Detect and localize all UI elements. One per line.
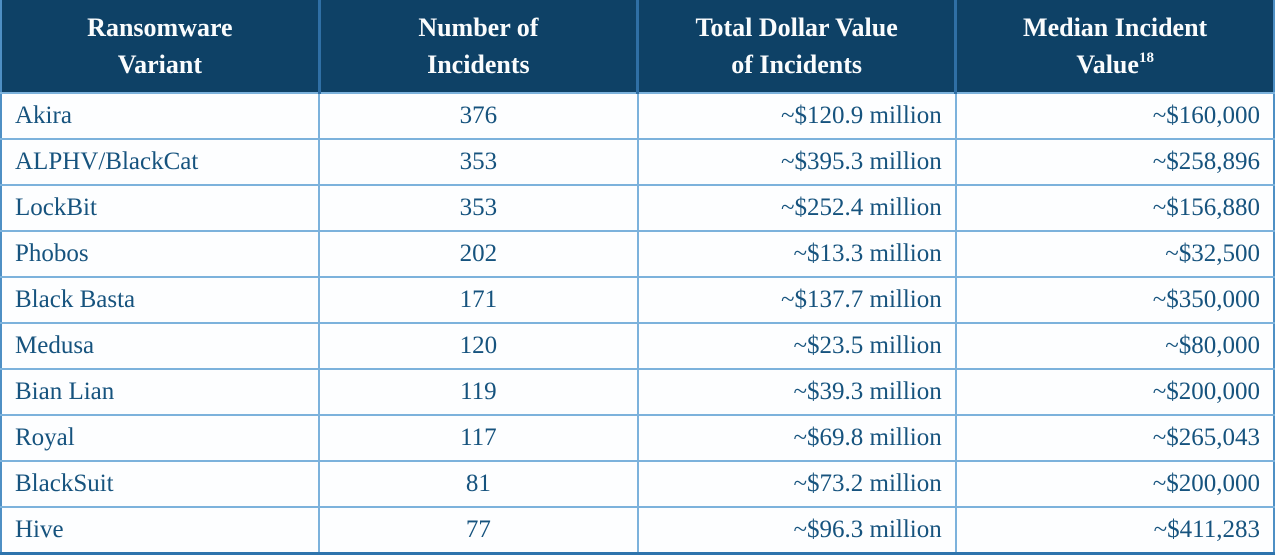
total-value-cell: ~$69.8 million bbox=[636, 414, 957, 462]
table-row: ALPHV/BlackCat 353 ~$395.3 million ~$258,89… bbox=[1, 138, 1274, 186]
header-row: Ransomware Variant Number of Incidents T… bbox=[1, 0, 1274, 93]
variant-cell: Medusa bbox=[1, 322, 321, 370]
variant-cell: Phobos bbox=[1, 230, 321, 278]
header-line: Value18 bbox=[957, 46, 1273, 83]
total-value-cell: ~$96.3 million bbox=[636, 506, 957, 555]
header-total-dollar-value: Total Dollar Value of Incidents bbox=[635, 0, 956, 93]
header-line: Median Incident bbox=[1023, 13, 1208, 42]
variant-cell: Royal bbox=[1, 414, 321, 462]
incidents-cell: 202 bbox=[318, 230, 639, 278]
header-line: Ransomware bbox=[87, 13, 233, 42]
variant-cell: Bian Lian bbox=[1, 368, 321, 416]
incidents-cell: 353 bbox=[318, 184, 639, 232]
total-value-cell: ~$120.9 million bbox=[636, 92, 957, 140]
table-header: Ransomware Variant Number of Incidents T… bbox=[1, 0, 1274, 93]
table-row: Medusa 120 ~$23.5 million ~$80,000 bbox=[1, 322, 1274, 370]
total-value-cell: ~$252.4 million bbox=[636, 184, 957, 232]
table-row: Royal 117 ~$69.8 million ~$265,043 bbox=[1, 414, 1274, 462]
footnote-reference: 18 bbox=[1138, 50, 1154, 67]
median-value-cell: ~$411,283 bbox=[954, 506, 1274, 555]
header-median-incident-value: Median Incident Value18 bbox=[954, 0, 1274, 93]
total-value-cell: ~$395.3 million bbox=[636, 138, 957, 186]
table-row: Akira 376 ~$120.9 million ~$160,000 bbox=[1, 92, 1274, 140]
header-line: Number of bbox=[418, 13, 539, 42]
incidents-cell: 77 bbox=[318, 506, 639, 555]
median-value-cell: ~$265,043 bbox=[954, 414, 1274, 462]
median-value-cell: ~$200,000 bbox=[954, 460, 1274, 508]
table-body: Akira 376 ~$120.9 million ~$160,000 ALPHV/Bl… bbox=[1, 92, 1274, 555]
header-line: Total Dollar Value bbox=[695, 13, 898, 42]
total-value-cell: ~$39.3 million bbox=[636, 368, 957, 416]
incidents-cell: 171 bbox=[318, 276, 639, 324]
header-line: of Incidents bbox=[731, 50, 862, 79]
header-line: Variant bbox=[117, 50, 203, 79]
median-value-cell: ~$80,000 bbox=[954, 322, 1274, 370]
header-line: Incidents bbox=[427, 50, 530, 79]
variant-cell: Hive bbox=[1, 506, 321, 555]
table-row: LockBit 353 ~$252.4 million ~$156,880 bbox=[1, 184, 1274, 232]
header-number-of-incidents: Number of Incidents bbox=[317, 0, 638, 93]
table-row: Phobos 202 ~$13.3 million ~$32,500 bbox=[1, 230, 1274, 278]
median-value-cell: ~$156,880 bbox=[954, 184, 1274, 232]
total-value-cell: ~$73.2 million bbox=[636, 460, 957, 508]
table-row: BlackSuit 81 ~$73.2 million ~$200,000 bbox=[1, 460, 1274, 508]
header-line-text: Value bbox=[1076, 50, 1139, 79]
median-value-cell: ~$258,896 bbox=[954, 138, 1274, 186]
total-value-cell: ~$13.3 million bbox=[636, 230, 957, 278]
median-value-cell: ~$160,000 bbox=[954, 92, 1274, 140]
median-value-cell: ~$32,500 bbox=[954, 230, 1274, 278]
incidents-cell: 376 bbox=[318, 92, 639, 140]
incidents-cell: 81 bbox=[318, 460, 639, 508]
incidents-cell: 353 bbox=[318, 138, 639, 186]
incidents-cell: 117 bbox=[318, 414, 639, 462]
table-row: Black Basta 171 ~$137.7 million ~$350,000 bbox=[1, 276, 1274, 324]
variant-cell: Akira bbox=[1, 92, 321, 140]
variant-cell: BlackSuit bbox=[1, 460, 321, 508]
total-value-cell: ~$137.7 million bbox=[636, 276, 957, 324]
total-value-cell: ~$23.5 million bbox=[636, 322, 957, 370]
table-row: Bian Lian 119 ~$39.3 million ~$200,000 bbox=[1, 368, 1274, 416]
incidents-cell: 120 bbox=[318, 322, 639, 370]
median-value-cell: ~$350,000 bbox=[954, 276, 1274, 324]
variant-cell: LockBit bbox=[1, 184, 321, 232]
variant-cell: Black Basta bbox=[1, 276, 321, 324]
median-value-cell: ~$200,000 bbox=[954, 368, 1274, 416]
incidents-cell: 119 bbox=[318, 368, 639, 416]
variant-cell: ALPHV/BlackCat bbox=[1, 138, 321, 186]
table-row: Hive 77 ~$96.3 million ~$411,283 bbox=[1, 506, 1274, 555]
header-ransomware-variant: Ransomware Variant bbox=[1, 0, 320, 93]
